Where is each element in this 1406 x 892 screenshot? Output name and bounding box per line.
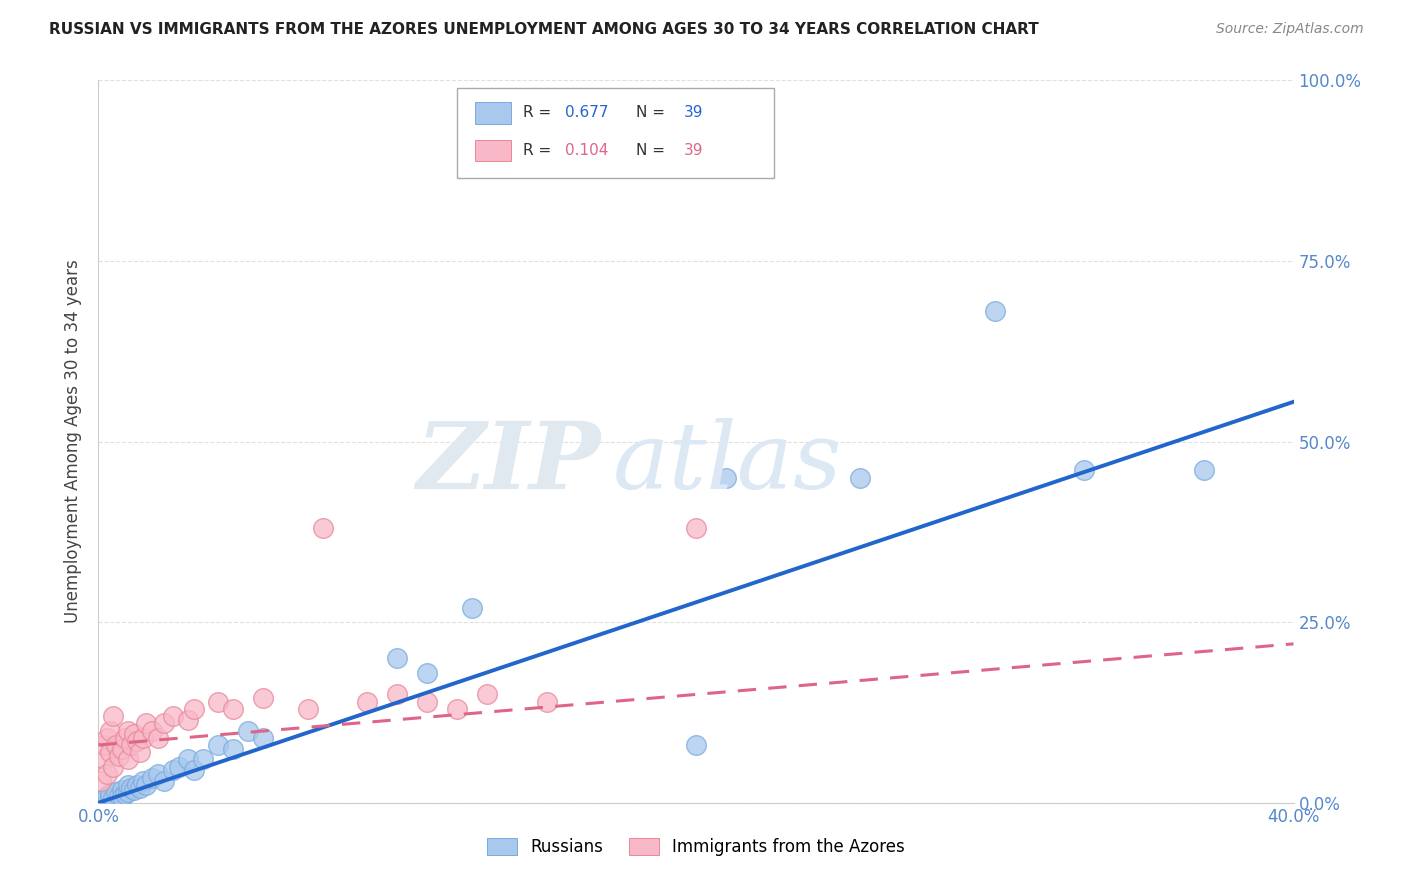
Text: 39: 39 xyxy=(685,105,703,120)
Point xyxy=(162,764,184,778)
Point xyxy=(714,470,737,484)
Point xyxy=(111,782,134,797)
Point xyxy=(446,702,468,716)
Point xyxy=(96,767,118,781)
Point xyxy=(167,760,190,774)
Point xyxy=(311,521,333,535)
Point xyxy=(93,738,115,752)
Point xyxy=(1192,463,1215,477)
Point xyxy=(183,702,205,716)
Point xyxy=(416,665,439,680)
Point xyxy=(96,789,118,803)
Point xyxy=(148,731,170,745)
Point xyxy=(356,695,378,709)
Point xyxy=(117,752,139,766)
Point xyxy=(103,760,125,774)
Text: R =: R = xyxy=(523,143,555,158)
Point xyxy=(141,771,163,785)
Point xyxy=(105,738,128,752)
Point xyxy=(103,709,125,723)
FancyBboxPatch shape xyxy=(475,139,510,161)
Legend: Russians, Immigrants from the Azores: Russians, Immigrants from the Azores xyxy=(488,838,904,856)
Text: RUSSIAN VS IMMIGRANTS FROM THE AZORES UNEMPLOYMENT AMONG AGES 30 TO 34 YEARS COR: RUSSIAN VS IMMIGRANTS FROM THE AZORES UN… xyxy=(49,22,1039,37)
Point xyxy=(475,687,498,701)
Point xyxy=(252,731,274,745)
Point xyxy=(685,738,707,752)
Point xyxy=(127,778,149,792)
Point xyxy=(96,731,118,745)
Point xyxy=(153,774,176,789)
Point xyxy=(461,600,484,615)
Point xyxy=(207,738,229,752)
Point xyxy=(416,695,439,709)
Point xyxy=(103,790,125,805)
Point xyxy=(129,781,152,796)
Point xyxy=(114,787,136,801)
Point xyxy=(117,778,139,792)
Point xyxy=(236,723,259,738)
FancyBboxPatch shape xyxy=(475,102,510,124)
Point xyxy=(132,731,155,745)
Text: R =: R = xyxy=(523,105,555,120)
Text: N =: N = xyxy=(636,105,671,120)
Point xyxy=(108,748,131,763)
Text: Source: ZipAtlas.com: Source: ZipAtlas.com xyxy=(1216,22,1364,37)
Point xyxy=(93,792,115,806)
Text: 39: 39 xyxy=(685,143,703,158)
Point xyxy=(148,767,170,781)
Y-axis label: Unemployment Among Ages 30 to 34 years: Unemployment Among Ages 30 to 34 years xyxy=(65,260,83,624)
Point xyxy=(135,778,157,792)
Point xyxy=(1073,463,1095,477)
Point xyxy=(177,752,200,766)
Point xyxy=(108,789,131,803)
Point xyxy=(297,702,319,716)
Point xyxy=(222,741,245,756)
Point xyxy=(90,774,112,789)
Point xyxy=(222,702,245,716)
Point xyxy=(183,764,205,778)
Point xyxy=(191,752,214,766)
Point xyxy=(984,304,1007,318)
Point xyxy=(127,734,149,748)
Point xyxy=(120,738,142,752)
Text: atlas: atlas xyxy=(613,418,842,508)
Point xyxy=(132,774,155,789)
Text: N =: N = xyxy=(636,143,671,158)
Point xyxy=(114,731,136,745)
Point xyxy=(105,785,128,799)
Point xyxy=(111,790,134,805)
Point xyxy=(162,709,184,723)
Point xyxy=(153,716,176,731)
Point xyxy=(98,745,122,759)
Point xyxy=(207,695,229,709)
Point xyxy=(98,723,122,738)
Point xyxy=(177,713,200,727)
Text: 0.104: 0.104 xyxy=(565,143,607,158)
Point xyxy=(252,691,274,706)
Point xyxy=(98,790,122,805)
Point xyxy=(124,782,146,797)
Point xyxy=(685,521,707,535)
Point xyxy=(385,651,409,665)
Text: 0.677: 0.677 xyxy=(565,105,607,120)
Point xyxy=(135,716,157,731)
Point xyxy=(385,687,409,701)
Point xyxy=(141,723,163,738)
FancyBboxPatch shape xyxy=(457,87,773,178)
Point xyxy=(129,745,152,759)
Point xyxy=(117,723,139,738)
Text: ZIP: ZIP xyxy=(416,418,600,508)
Point xyxy=(849,470,872,484)
Point xyxy=(536,695,558,709)
Point xyxy=(98,787,122,801)
Point xyxy=(111,741,134,756)
Point xyxy=(93,752,115,766)
Point xyxy=(120,781,142,796)
Point xyxy=(117,785,139,799)
Point xyxy=(124,727,146,741)
